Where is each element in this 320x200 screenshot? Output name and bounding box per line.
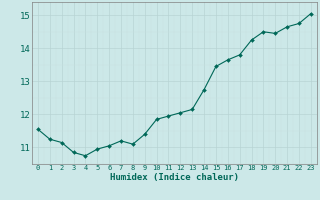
- X-axis label: Humidex (Indice chaleur): Humidex (Indice chaleur): [110, 173, 239, 182]
